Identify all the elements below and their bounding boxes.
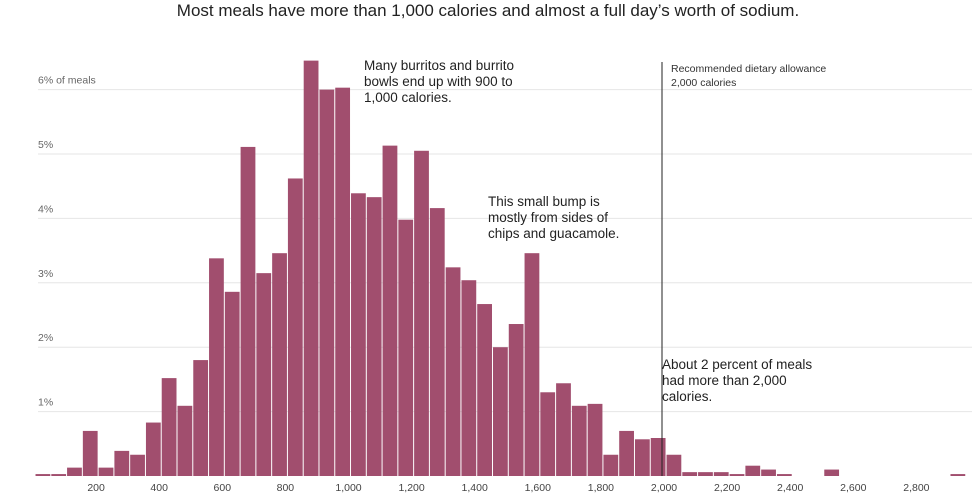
histogram-bar [950,474,966,476]
histogram-bar [761,469,776,476]
histogram-bar [477,304,492,476]
histogram-bar [335,87,351,477]
x-tick-label: 800 [277,482,295,494]
histogram-bar [398,219,414,476]
annotation-text: This small bump is [488,194,600,209]
y-axis-labels: 1% 2% 3% 4% 5% 6% of meals [38,75,96,409]
annotation-text: chips and guacamole. [488,226,619,241]
histogram-bar [556,383,571,476]
x-tick-label: 600 [214,482,232,494]
histogram-bar [824,469,840,476]
annotation-text: 1,000 calories. [364,90,452,105]
histogram-bar [161,378,177,476]
histogram-bar [35,474,51,476]
histogram-bar [240,146,256,477]
y-tick-label: 2% [38,332,53,344]
histogram-bar [382,145,398,476]
histogram-bar [114,450,130,476]
x-tick-label: 2,000 [651,482,677,494]
y-tick-label: 5% [38,139,53,151]
reference-line-label: Recommended dietary allowance [671,63,826,75]
x-tick-label: 2,800 [903,482,929,494]
histogram-bar [177,405,193,476]
histogram-bar [445,267,461,476]
histogram-bar [698,472,713,476]
x-tick-label: 2,200 [714,482,740,494]
histogram-bar [603,454,619,476]
histogram-bar [98,467,114,476]
y-tick-label: 1% [38,397,53,409]
histogram-bar [130,454,145,476]
x-tick-label: 1,600 [525,482,551,494]
annotation-text: bowls end up with 900 to [364,74,513,89]
bars [35,60,966,477]
histogram-bar [713,472,729,476]
histogram-bar [666,454,682,476]
histogram-bar [82,430,98,476]
histogram-bar [682,472,698,476]
y-tick-label: 4% [38,203,53,215]
histogram-bar [303,60,319,477]
histogram-bar [256,273,272,476]
annotation-text: Many burritos and burrito [364,58,514,73]
x-axis-labels: 200 400 600 800 1,000 1,200 1,400 1,600 1,800 2,0… [87,482,929,494]
annotation-text: calories. [662,389,712,404]
reference-line-group: Recommended dietary allowance 2,000 calor… [661,62,826,476]
x-tick-label: 2,400 [777,482,803,494]
histogram-bar [540,392,556,476]
histogram-bar [272,253,287,476]
y-tick-label: 6% of meals [38,75,96,87]
histogram-bar [351,193,366,476]
histogram-bar [745,465,761,476]
histogram-bar [493,347,508,476]
histogram-bar [319,89,335,476]
x-tick-label: 400 [150,482,168,494]
x-tick-label: 1,200 [398,482,424,494]
x-tick-label: 1,800 [588,482,614,494]
histogram-bar [414,150,429,476]
histogram-bar [429,208,445,476]
chart-title: Most meals have more than 1,000 calories… [176,1,800,20]
histogram-bar [461,280,477,476]
histogram-bar [224,291,240,476]
x-tick-label: 1,000 [335,482,361,494]
y-tick-label: 3% [38,268,53,280]
histogram-bar [524,253,540,476]
annotation-text: About 2 percent of meals [662,357,812,372]
histogram-bar [145,422,161,476]
histogram-bar [619,430,634,476]
histogram-bar [287,178,303,476]
histogram-bar [729,474,745,476]
histogram-bar [193,360,209,476]
histogram-bar [209,258,224,476]
reference-line-label: 2,000 calories [671,77,736,89]
histogram-bar [634,439,650,476]
x-tick-label: 200 [87,482,105,494]
histogram-bar [51,474,67,476]
annotation-text: mostly from sides of [488,210,608,225]
histogram-bar [587,403,603,476]
x-tick-label: 1,400 [462,482,488,494]
histogram-bar [67,467,82,476]
histogram-bar [571,405,587,476]
x-tick-label: 2,600 [840,482,866,494]
annotation-text: had more than 2,000 [662,373,787,388]
histogram-bar [508,324,524,476]
histogram-bar [650,438,666,476]
histogram-bar [776,474,792,476]
histogram-bar [366,197,382,476]
